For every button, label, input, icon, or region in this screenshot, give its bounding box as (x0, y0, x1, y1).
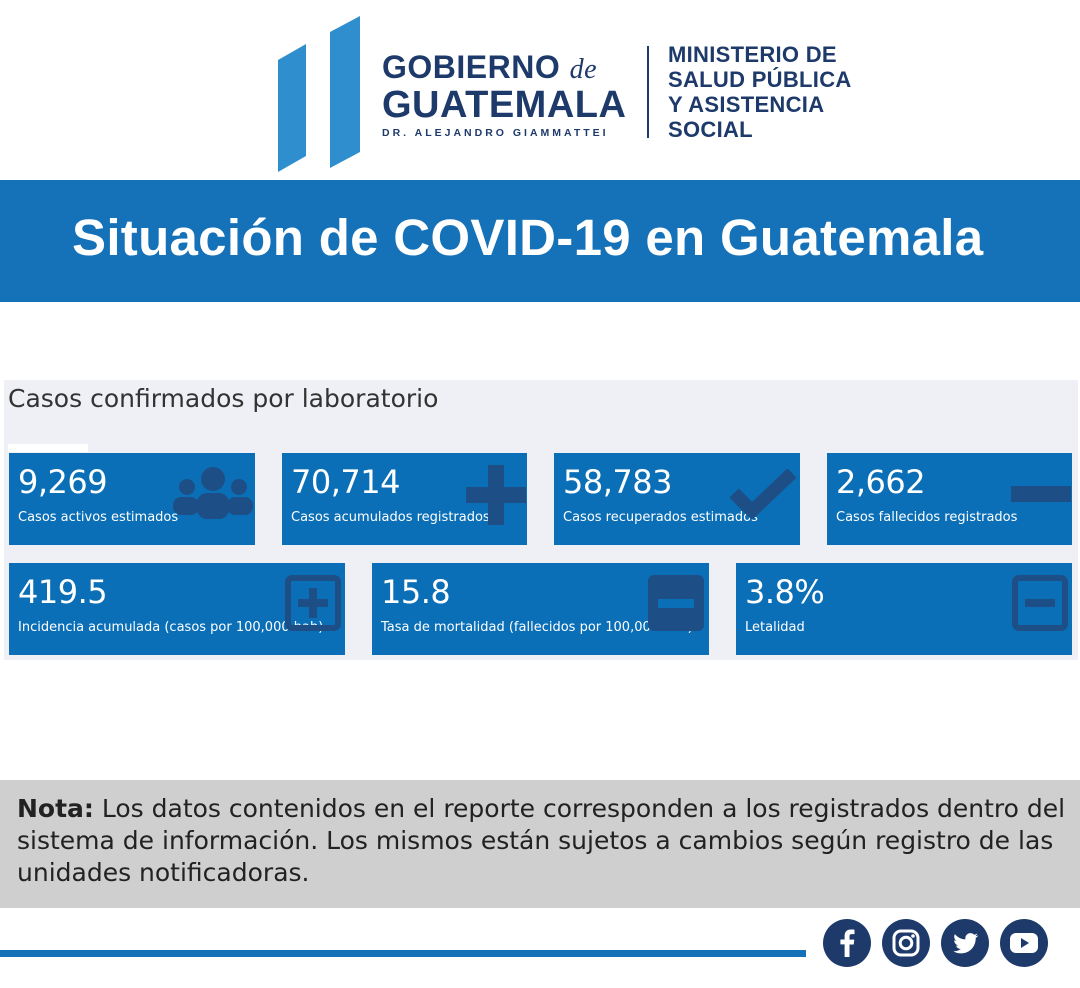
ministry-name: MINISTERIO DE SALUD PÚBLICA Y ASISTENCIA… (668, 42, 898, 142)
title-band (0, 180, 1080, 302)
dashboard-heading: Casos confirmados por laboratorio (8, 384, 439, 413)
twitter-icon[interactable] (941, 919, 989, 967)
card-label: Casos fallecidos registrados (836, 510, 1018, 525)
card-value: 3.8% (745, 573, 825, 611)
ministry-line: SOCIAL (668, 117, 753, 142)
card-letalidad: 3.8% Letalidad (736, 563, 1072, 655)
gob-de: de (569, 54, 598, 85)
page-title: Situación de COVID-19 en Guatemala (72, 209, 984, 266)
card-value: 15.8 (381, 573, 451, 611)
youtube-icon[interactable] (1000, 919, 1048, 967)
card-value: 58,783 (563, 463, 672, 501)
ministry-line: MINISTERIO DE (668, 42, 837, 67)
minus-square-filled-icon (648, 575, 704, 631)
card-label: Letalidad (745, 620, 805, 635)
card-label: Incidencia acumulada (casos por 100,000 … (18, 620, 324, 635)
note-label: Nota: (17, 794, 94, 823)
card-casos-fallecidos: 2,662 Casos fallecidos registrados (827, 453, 1072, 545)
minus-square-icon (1012, 575, 1068, 631)
note-box (0, 780, 1080, 908)
instagram-icon[interactable] (882, 919, 930, 967)
gob-line1: GOBIERNO (382, 49, 561, 85)
ministry-line: Y ASISTENCIA (668, 92, 825, 117)
plus-square-icon (285, 575, 341, 631)
card-casos-activos: 9,269 Casos activos estimados (9, 453, 255, 545)
card-label: Casos activos estimados (18, 510, 179, 525)
gob-line3: DR. ALEJANDRO GIAMMATTEI (382, 127, 609, 139)
card-tasa-mortalidad: 15.8 Tasa de mortalidad (fallecidos por … (372, 563, 709, 655)
panel-tab (8, 444, 88, 452)
card-value: 2,662 (836, 463, 926, 501)
footer-line (0, 950, 806, 957)
card-label: Casos recuperados estimados (563, 510, 758, 525)
guatemala-government-logo-icon (278, 16, 360, 172)
card-value: 419.5 (18, 573, 108, 611)
check-icon (730, 469, 796, 519)
note-text: Nota: Los datos contenidos en el reporte… (17, 793, 1067, 889)
note-body: Los datos contenidos en el reporte corre… (17, 794, 1066, 887)
header-divider (647, 46, 649, 138)
gob-line2: GUATEMALA (382, 84, 627, 126)
card-casos-acumulados: 70,714 Casos acumulados registrados (282, 453, 527, 545)
card-label: Casos acumulados registrados (291, 510, 490, 525)
facebook-icon[interactable] (823, 919, 871, 967)
card-value: 70,714 (291, 463, 400, 501)
plus-icon (466, 465, 526, 525)
header: GOBIERNO de GUATEMALA DR. ALEJANDRO GIAM… (0, 0, 1080, 180)
card-casos-recuperados: 58,783 Casos recuperados estimados (554, 453, 800, 545)
card-label: Tasa de mortalidad (fallecidos por 100,0… (381, 620, 693, 635)
ministry-line: SALUD PÚBLICA (668, 67, 852, 92)
minus-icon (1011, 486, 1071, 502)
card-value: 9,269 (18, 463, 108, 501)
people-icon (173, 467, 253, 519)
card-incidencia: 419.5 Incidencia acumulada (casos por 10… (9, 563, 345, 655)
government-wordmark: GOBIERNO de GUATEMALA DR. ALEJANDRO GIAM… (382, 50, 632, 139)
